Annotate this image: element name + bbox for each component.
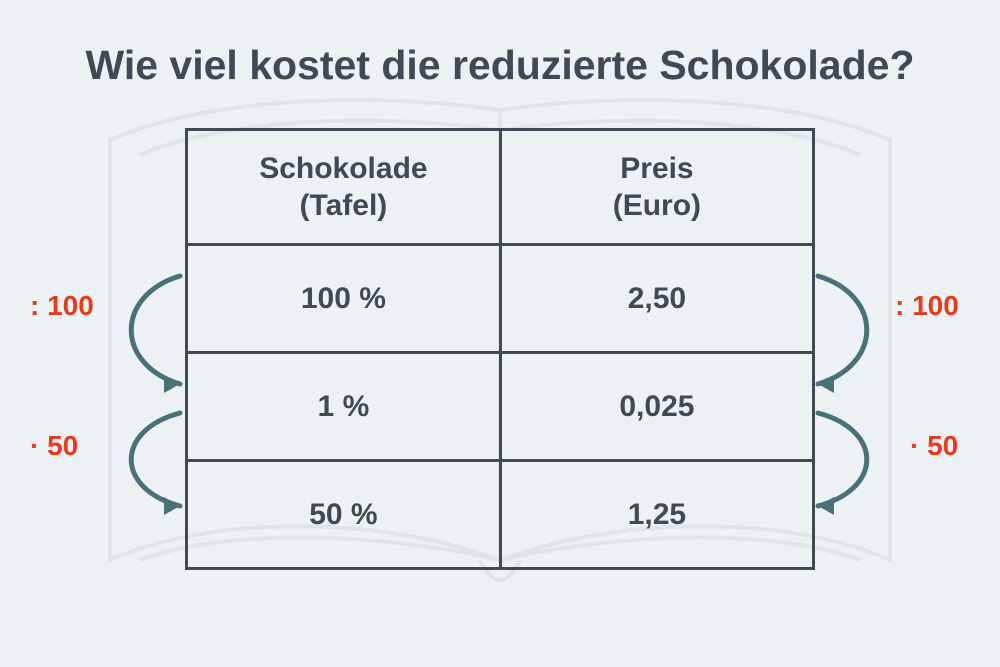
- annotation-left-step2: · 50: [30, 430, 78, 462]
- annotation-right-step1: : 100: [895, 290, 959, 322]
- arrow-left-1: [110, 268, 190, 398]
- arrow-right-1: [808, 268, 888, 398]
- cell-percent: 100 %: [187, 245, 501, 353]
- annotation-right-step2: · 50: [910, 430, 958, 462]
- arrow-right-2: [808, 405, 888, 520]
- col-header-line1: Schokolade: [259, 152, 427, 185]
- cell-price: 0,025: [500, 353, 813, 461]
- page-title: Wie viel kostet die reduzierte Schokolad…: [0, 0, 1000, 89]
- annotation-left-step1: : 100: [30, 290, 94, 322]
- cell-price: 2,50: [500, 245, 813, 353]
- cell-percent: 50 %: [187, 461, 501, 569]
- table-row: 100 % 2,50: [187, 245, 814, 353]
- col-header-line2: (Euro): [613, 189, 701, 222]
- table-row: 50 % 1,25: [187, 461, 814, 569]
- col-header-price: Preis (Euro): [500, 130, 813, 245]
- col-header-line2: (Tafel): [300, 189, 388, 222]
- table-container: Schokolade (Tafel) Preis (Euro) 100 % 2,…: [185, 128, 815, 570]
- price-table: Schokolade (Tafel) Preis (Euro) 100 % 2,…: [185, 128, 815, 570]
- cell-percent: 1 %: [187, 353, 501, 461]
- arrow-left-2: [110, 405, 190, 520]
- table-row: 1 % 0,025: [187, 353, 814, 461]
- cell-price: 1,25: [500, 461, 813, 569]
- table-header-row: Schokolade (Tafel) Preis (Euro): [187, 130, 814, 245]
- col-header-percent: Schokolade (Tafel): [187, 130, 501, 245]
- col-header-line1: Preis: [620, 152, 693, 185]
